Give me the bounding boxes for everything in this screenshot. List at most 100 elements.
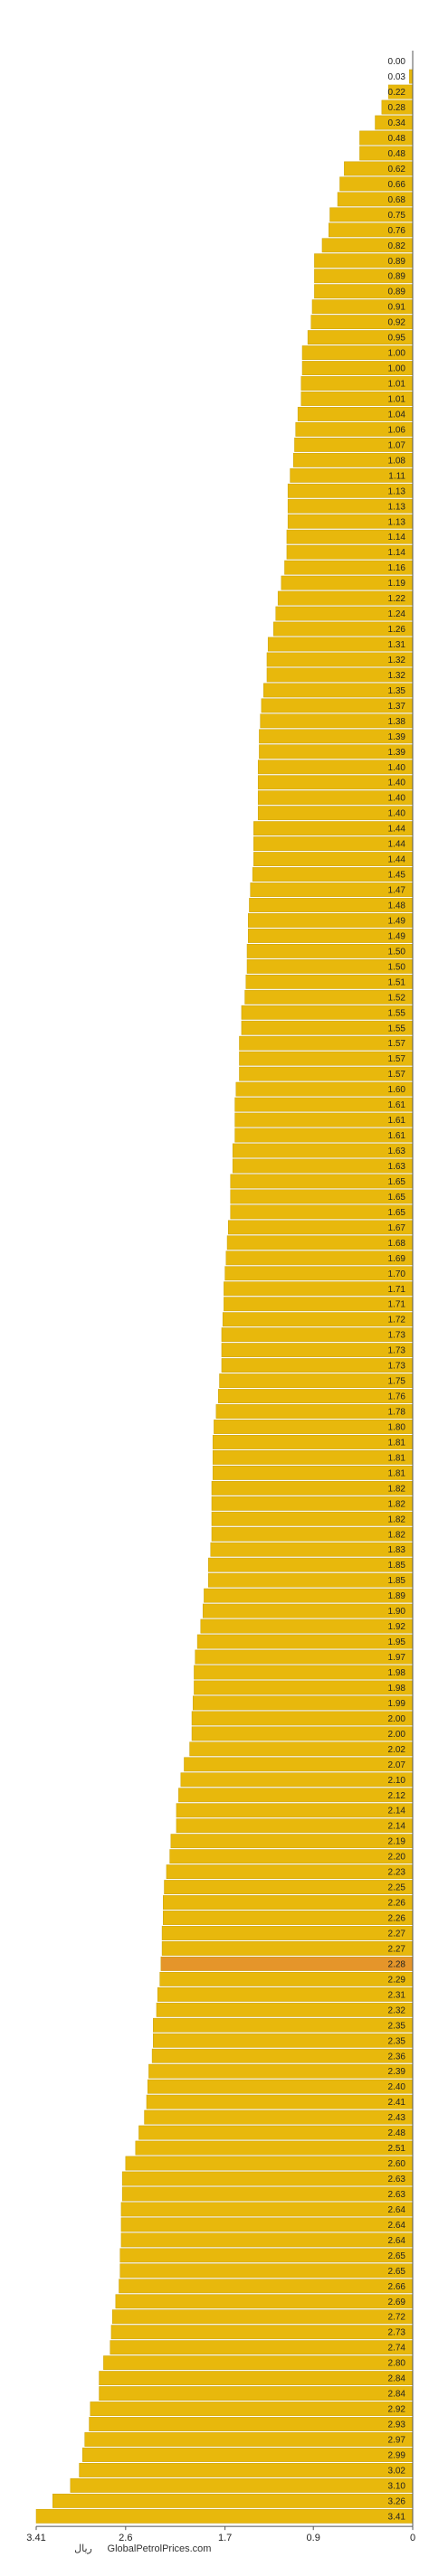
bar	[120, 2217, 414, 2232]
bar-value-label: 1.61	[388, 1116, 406, 1126]
bar-value-label: 2.02	[388, 1745, 406, 1755]
bar	[230, 1204, 414, 1220]
bar-value-label: 1.49	[388, 916, 406, 926]
x-tick-label: 0.9	[307, 2533, 320, 2543]
bar-value-label: 1.57	[388, 1070, 406, 1080]
bar-value-label: 1.97	[388, 1653, 406, 1663]
bar-value-label: 2.00	[388, 1714, 406, 1724]
bar-value-label: 1.47	[388, 886, 406, 896]
bar	[81, 2448, 414, 2462]
bar	[234, 1097, 414, 1112]
bar-value-label: 2.14	[388, 1822, 406, 1832]
bar-value-label: 2.43	[388, 2113, 406, 2123]
bar-value-label: 2.84	[388, 2390, 406, 2400]
bar-value-label: 1.89	[388, 1591, 406, 1601]
bar-value-label: 1.82	[388, 1499, 406, 1509]
source-credit: GlobalPetrolPrices.com	[108, 2543, 212, 2554]
bar-value-label: 1.78	[388, 1408, 406, 1418]
bar	[218, 1389, 414, 1403]
bar-value-label: 0.89	[388, 257, 406, 267]
bar-value-label: 1.81	[388, 1468, 406, 1478]
bar-value-label: 0.76	[388, 226, 406, 236]
bar-value-label: 2.10	[388, 1776, 406, 1786]
bar	[212, 1465, 414, 1480]
bar-value-label: 1.50	[388, 947, 406, 957]
bar-value-label: 1.24	[388, 609, 406, 619]
bar-value-label: 2.48	[388, 2128, 406, 2138]
bar-value-label: 2.73	[388, 2328, 406, 2338]
bar-value-label: 2.39	[388, 2067, 406, 2077]
bar	[208, 1572, 414, 1588]
bar-value-label: 0.82	[388, 241, 406, 251]
bar-value-label: 0.66	[388, 180, 406, 190]
bar-value-label: 0.62	[388, 165, 406, 175]
bar	[215, 1404, 414, 1419]
bar-value-label: 2.25	[388, 1883, 406, 1893]
bar-value-label: 1.08	[388, 456, 406, 466]
bar-value-label: 2.35	[388, 2036, 406, 2046]
bar-value-label: 1.71	[388, 1285, 406, 1295]
bar-value-label: 1.00	[388, 349, 406, 359]
bar-value-label: 2.65	[388, 2251, 406, 2261]
bar	[204, 1588, 414, 1603]
bar-value-label: 1.99	[388, 1699, 406, 1709]
bar	[232, 1158, 414, 1174]
bar-value-label: 1.85	[388, 1561, 406, 1571]
bar-value-label: 1.14	[388, 548, 406, 558]
bar-value-label: 1.45	[388, 871, 406, 881]
x-tick-label: 1.7	[218, 2533, 232, 2543]
bar-value-label: 2.74	[388, 2344, 406, 2354]
bar-value-label: 2.36	[388, 2052, 406, 2062]
bar	[119, 2248, 414, 2263]
bar-value-label: 2.63	[388, 2190, 406, 2200]
bar	[211, 1496, 414, 1511]
bar	[84, 2432, 414, 2447]
bar	[211, 1511, 414, 1526]
bar	[99, 2371, 414, 2386]
bar-value-label: 1.13	[388, 502, 406, 512]
bar	[115, 2294, 414, 2309]
bar	[191, 1726, 414, 1741]
bar-value-label: 1.69	[388, 1254, 406, 1264]
bar-value-label: 0.48	[388, 134, 406, 144]
bar-value-label: 0.28	[388, 103, 406, 113]
bar	[156, 2002, 414, 2017]
bar	[189, 1741, 414, 1757]
bar	[211, 1480, 414, 1496]
bar	[228, 1220, 414, 1235]
bar-value-label: 3.02	[388, 2466, 406, 2476]
bar-value-label: 1.40	[388, 794, 406, 804]
bar-value-label: 1.98	[388, 1668, 406, 1678]
bar-value-label: 1.67	[388, 1223, 406, 1233]
bar	[153, 2017, 414, 2033]
bar-value-label: 1.11	[388, 471, 405, 481]
bar-value-label: 1.22	[388, 594, 406, 604]
bar	[176, 1803, 414, 1818]
bar	[208, 1557, 414, 1572]
bar	[169, 1849, 414, 1864]
bar	[239, 1051, 414, 1066]
bar	[170, 1834, 414, 1849]
bar-value-label: 2.27	[388, 1929, 406, 1939]
bar-value-label: 1.80	[388, 1422, 406, 1432]
bar	[163, 1911, 414, 1925]
bar	[120, 2232, 414, 2248]
bar-value-label: 1.71	[388, 1300, 406, 1310]
bar-value-label: 1.07	[388, 440, 406, 450]
bar	[111, 2309, 414, 2325]
bar-value-label: 2.72	[388, 2313, 406, 2323]
bar-value-label: 1.44	[388, 825, 406, 835]
bar-value-label: 3.10	[388, 2481, 406, 2491]
bar-value-label: 1.14	[388, 533, 406, 543]
bar	[212, 1435, 414, 1449]
bar	[194, 1665, 414, 1680]
bar-value-label: 1.85	[388, 1576, 406, 1586]
bar-value-label: 1.39	[388, 732, 406, 742]
bar-value-label: 2.65	[388, 2267, 406, 2277]
bar-value-label: 0.95	[388, 334, 406, 344]
x-tick-label: 0	[410, 2533, 415, 2543]
bar	[121, 2171, 414, 2186]
bar	[125, 2156, 414, 2171]
bar-value-label: 0.89	[388, 288, 406, 297]
bar-value-label: 0.00	[388, 57, 406, 67]
